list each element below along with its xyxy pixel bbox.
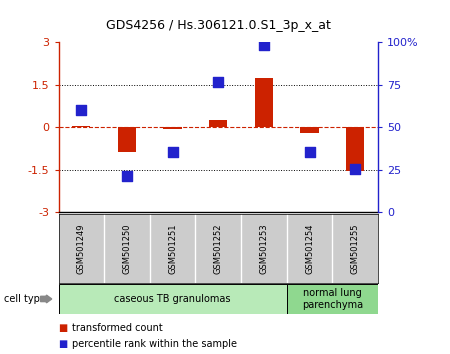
Text: GSM501254: GSM501254 [305, 223, 314, 274]
Bar [58, 284, 287, 314]
Bar [163, 127, 182, 129]
Text: GSM501250: GSM501250 [122, 223, 131, 274]
Text: transformed count: transformed count [72, 323, 163, 333]
Text: normal lung
parenchyma: normal lung parenchyma [302, 288, 363, 310]
Bar [72, 126, 90, 127]
Text: GSM501249: GSM501249 [77, 223, 86, 274]
Bar [346, 127, 364, 171]
Point [78, 108, 85, 113]
Text: GSM501252: GSM501252 [214, 223, 223, 274]
Point [169, 149, 176, 154]
Text: percentile rank within the sample: percentile rank within the sample [72, 339, 237, 349]
Text: cell type: cell type [4, 294, 46, 304]
Point [215, 79, 222, 84]
Point [306, 149, 313, 154]
Bar [118, 127, 136, 152]
Bar [287, 284, 378, 314]
Point [351, 166, 359, 171]
Bar [301, 127, 319, 132]
Text: GSM501251: GSM501251 [168, 223, 177, 274]
Point [260, 42, 267, 47]
Text: caseous TB granulomas: caseous TB granulomas [114, 294, 231, 304]
Bar [209, 120, 227, 127]
Bar [255, 79, 273, 127]
Text: GSM501253: GSM501253 [259, 223, 268, 274]
Text: GDS4256 / Hs.306121.0.S1_3p_x_at: GDS4256 / Hs.306121.0.S1_3p_x_at [106, 19, 331, 33]
Text: GSM501255: GSM501255 [351, 223, 360, 274]
Text: ■: ■ [58, 339, 68, 349]
Point [123, 173, 130, 179]
Text: ■: ■ [58, 323, 68, 333]
